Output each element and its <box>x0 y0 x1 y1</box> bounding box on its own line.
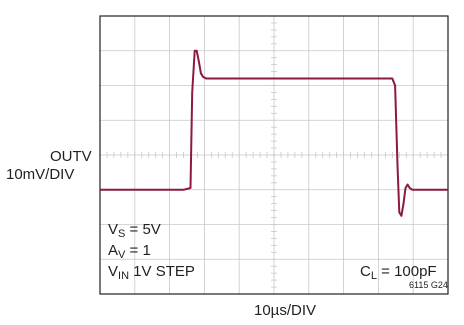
annotation-av: AV = 1 <box>108 242 151 261</box>
y-axis-label-line1: OUTV <box>50 148 92 165</box>
annotation-vin: VIN 1V STEP <box>108 263 195 282</box>
x-axis-label: 10µs/DIV <box>254 302 316 319</box>
plot-frame <box>99 15 449 295</box>
annotation-cl: CL = 100pF <box>360 263 437 282</box>
y-axis-label-line2: 10mV/DIV <box>6 166 75 183</box>
output-trace <box>100 49 448 217</box>
grid <box>100 16 448 294</box>
figure-id: 6115 G24 <box>409 280 448 290</box>
annotation-vs: VS = 5V <box>108 221 161 240</box>
